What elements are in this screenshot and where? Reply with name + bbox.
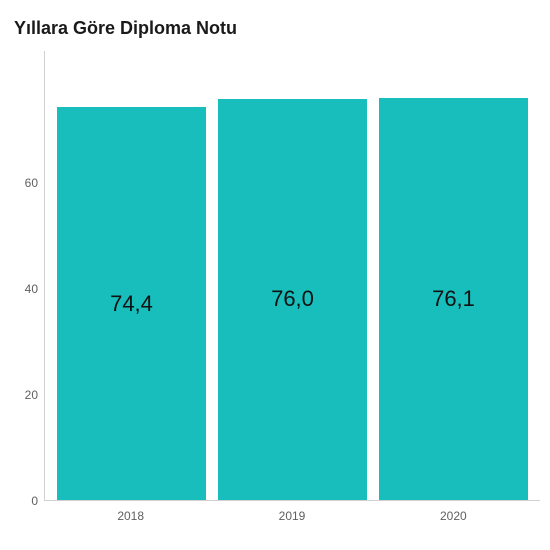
plot-area: 0204060 74,476,076,1 <box>10 51 540 501</box>
bar-wrap: 76,0 <box>212 51 373 500</box>
x-tick-label: 2020 <box>373 501 534 523</box>
x-tick-label: 2018 <box>50 501 211 523</box>
bars-group: 74,4 76,0 76,1 <box>45 51 540 500</box>
y-tick-label: 40 <box>25 282 38 296</box>
chart-title: Yıllara Göre Diploma Notu <box>10 18 540 39</box>
bar-value-label: 74,4 <box>110 291 153 317</box>
y-tick-label: 20 <box>25 388 38 402</box>
bar-value-label: 76,1 <box>432 286 475 312</box>
x-axis: 201820192020 <box>44 501 540 523</box>
bar: 76,0 <box>218 99 366 500</box>
bar: 74,4 <box>57 107 205 500</box>
bar: 76,1 <box>379 98 527 500</box>
bar-wrap: 74,4 <box>51 51 212 500</box>
y-tick-label: 0 <box>31 494 38 508</box>
chart-container: Yıllara Göre Diploma Notu 0 20 40 60 74,4 76… <box>0 0 550 550</box>
y-tick-label: 60 <box>25 176 38 190</box>
chart-area: 74,4 76,0 76,1 <box>44 51 540 501</box>
x-tick-label: 2019 <box>211 501 372 523</box>
bar-wrap: 76,1 <box>373 51 534 500</box>
bar-value-label: 76,0 <box>271 286 314 312</box>
y-axis: 0204060 <box>10 51 44 501</box>
